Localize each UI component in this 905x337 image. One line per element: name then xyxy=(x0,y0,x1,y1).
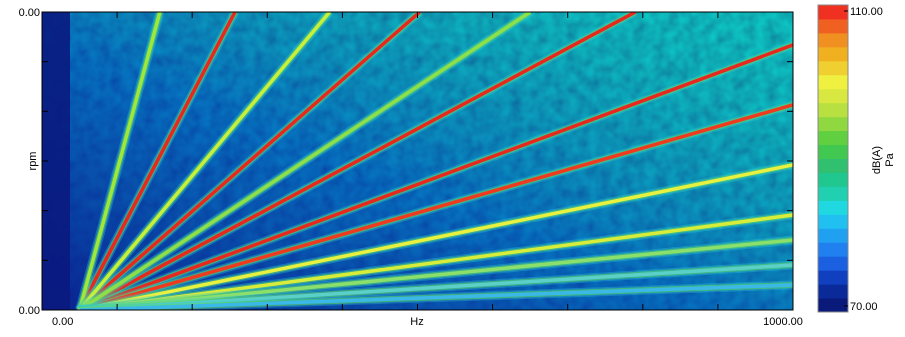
y-tick-label: 0.00 xyxy=(19,305,40,317)
colorbar-step xyxy=(818,18,848,34)
order-line xyxy=(79,213,793,310)
colorbar-step xyxy=(818,242,848,257)
order-line xyxy=(78,12,421,310)
colorbar-unit: Pa xyxy=(884,152,896,166)
colorbar-step xyxy=(818,130,848,146)
colorbar-tick-label: 110.00 xyxy=(850,6,883,18)
y-axis-label: rpm xyxy=(27,152,39,171)
x-tick-label: 1000.00 xyxy=(763,316,803,328)
colorbar-step xyxy=(818,298,848,313)
colorbar-step xyxy=(818,88,848,104)
colorbar-step xyxy=(818,284,848,299)
colorbar-step xyxy=(818,32,848,48)
colorbar-step xyxy=(818,270,848,285)
x-tick-label: 0.00 xyxy=(52,316,73,328)
colorbar-step xyxy=(818,200,848,215)
colorbar-label: dB(A) xyxy=(871,146,883,174)
colorbar-frame xyxy=(817,4,849,313)
plot-background xyxy=(42,12,793,310)
order-line xyxy=(78,12,331,310)
colorbar-step xyxy=(818,144,848,159)
order-line xyxy=(79,238,793,310)
colorbar-step xyxy=(818,46,848,62)
order-line xyxy=(77,12,237,310)
colorbar-step xyxy=(818,60,848,76)
colorbar-step xyxy=(818,74,848,90)
colorbar-step xyxy=(818,228,848,243)
order-line xyxy=(77,12,162,310)
colorbar-step xyxy=(818,116,848,132)
order-line xyxy=(79,103,793,310)
colorbar-step xyxy=(818,172,848,187)
x-axis-label: Hz xyxy=(410,316,423,328)
colorbar-step xyxy=(818,214,848,229)
order-line xyxy=(78,43,793,310)
colorbar-step xyxy=(818,5,848,20)
colorbar-step xyxy=(818,186,848,201)
colorbar-step xyxy=(818,256,848,271)
order-line xyxy=(78,12,637,310)
colorbar-tick-label: 70.00 xyxy=(850,301,878,313)
order-line xyxy=(78,12,532,310)
order-line xyxy=(79,163,793,310)
y-tick-label: 0.00 xyxy=(19,7,40,19)
colorbar-step xyxy=(818,158,848,173)
colorbar-step xyxy=(818,102,848,118)
